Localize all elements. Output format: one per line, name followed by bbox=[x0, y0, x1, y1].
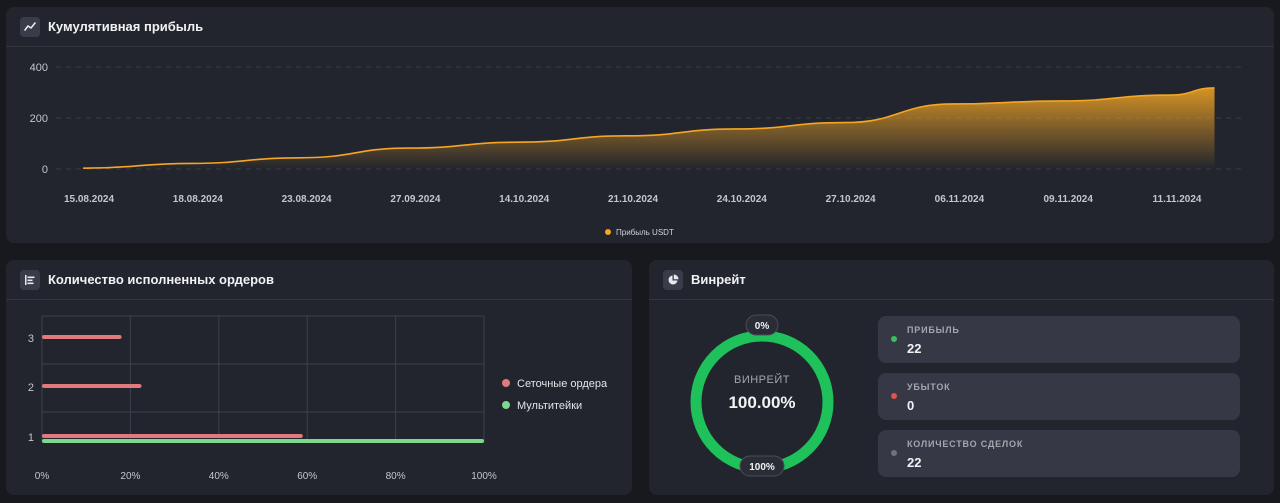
stat-label: ПРИБЫЛЬ bbox=[907, 325, 960, 335]
x-tick-label: 80% bbox=[386, 471, 406, 482]
y-tick-label: 3 bbox=[28, 333, 34, 345]
cumulative-profit-chart: 0 200 400 15.08.2024 18.08.2024 23.08.2024 27.… bbox=[30, 62, 1246, 237]
x-tick-label: 14.10.2024 bbox=[499, 194, 549, 205]
cumulative-profit-card: Кумулятивная прибыль 0 200 400 15.08.2024 18… bbox=[6, 7, 1274, 243]
x-tick-label: 0% bbox=[35, 471, 50, 482]
legend-marker bbox=[502, 401, 510, 409]
stat-value: 22 bbox=[907, 455, 922, 470]
x-tick-label: 27.10.2024 bbox=[826, 194, 876, 205]
x-tick-label: 40% bbox=[209, 471, 229, 482]
stat-value: 0 bbox=[907, 398, 915, 413]
legend-marker bbox=[502, 379, 510, 387]
legend-marker bbox=[605, 229, 611, 235]
x-tick-label: 18.08.2024 bbox=[173, 194, 223, 205]
winrate-donut: 0% 100% ВИНРЕЙТ 100.00% bbox=[690, 314, 834, 477]
trend-line-icon bbox=[20, 16, 40, 37]
card-title: Количество исполненных ордеров bbox=[48, 272, 274, 287]
y-tick-label: 200 bbox=[30, 113, 48, 125]
stat-trade-count: КОЛИЧЕСТВО СДЕЛОК 22 bbox=[878, 430, 1240, 477]
stat-value: 22 bbox=[907, 341, 922, 356]
red-dot-icon bbox=[891, 393, 897, 399]
winrate-label: ВИНРЕЙТ bbox=[734, 373, 790, 386]
winrate-card: Винрейт 0% 100% ВИНРЕЙТ 100.00% ПРИБЫЛЬ … bbox=[649, 260, 1274, 495]
top-badge-text: 0% bbox=[755, 321, 770, 332]
card-header: Винрейт bbox=[649, 260, 1274, 300]
legend-label: Сеточные ордера bbox=[517, 378, 608, 390]
executed-orders-chart: 0% 20% 40% 60% 80% 100% 1 2 3 Сеточные ордера Муль… bbox=[28, 315, 608, 482]
y-tick-label: 0 bbox=[42, 164, 48, 176]
legend-label: Прибыль USDT bbox=[616, 228, 674, 237]
x-tick-label: 60% bbox=[297, 471, 317, 482]
x-tick-label: 09.11.2024 bbox=[1043, 194, 1093, 205]
stat-label: КОЛИЧЕСТВО СДЕЛОК bbox=[907, 439, 1024, 449]
bar bbox=[42, 439, 484, 443]
y-tick-label: 1 bbox=[28, 432, 34, 444]
x-tick-label: 24.10.2024 bbox=[717, 194, 767, 205]
top-badge: 0% bbox=[745, 314, 779, 336]
x-tick-label: 100% bbox=[471, 471, 497, 482]
legend-label: Мультитейки bbox=[517, 400, 582, 412]
card-title: Винрейт bbox=[691, 272, 746, 287]
x-tick-label: 27.09.2024 bbox=[390, 194, 440, 205]
x-tick-label: 21.10.2024 bbox=[608, 194, 658, 205]
bottom-badge: 100% bbox=[739, 455, 785, 477]
x-tick-label: 20% bbox=[120, 471, 140, 482]
x-tick-label: 11.11.2024 bbox=[1153, 194, 1202, 205]
bar-list-icon bbox=[20, 269, 40, 290]
stat-profit: ПРИБЫЛЬ 22 bbox=[878, 316, 1240, 363]
card-header: Количество исполненных ордеров bbox=[6, 260, 632, 300]
bar bbox=[42, 335, 122, 339]
bar bbox=[42, 384, 142, 388]
pie-chart-icon bbox=[663, 269, 683, 290]
y-tick-label: 400 bbox=[30, 62, 48, 74]
y-tick-label: 2 bbox=[28, 382, 34, 394]
stat-loss: УБЫТОК 0 bbox=[878, 373, 1240, 420]
x-tick-label: 23.08.2024 bbox=[282, 194, 332, 205]
x-tick-label: 15.08.2024 bbox=[64, 194, 114, 205]
gray-dot-icon bbox=[891, 450, 897, 456]
bottom-badge-text: 100% bbox=[749, 462, 775, 473]
stat-label: УБЫТОК bbox=[907, 382, 951, 392]
green-dot-icon bbox=[891, 336, 897, 342]
winrate-value: 100.00% bbox=[728, 393, 795, 412]
series-area bbox=[83, 87, 1215, 169]
executed-orders-card: Количество исполненных ордеров 0% 20% 40% 6… bbox=[6, 260, 632, 495]
card-title: Кумулятивная прибыль bbox=[48, 19, 204, 34]
bar bbox=[42, 434, 303, 438]
series-line bbox=[82, 87, 1215, 170]
card-header: Кумулятивная прибыль bbox=[6, 7, 1274, 47]
x-tick-label: 06.11.2024 bbox=[935, 194, 985, 205]
